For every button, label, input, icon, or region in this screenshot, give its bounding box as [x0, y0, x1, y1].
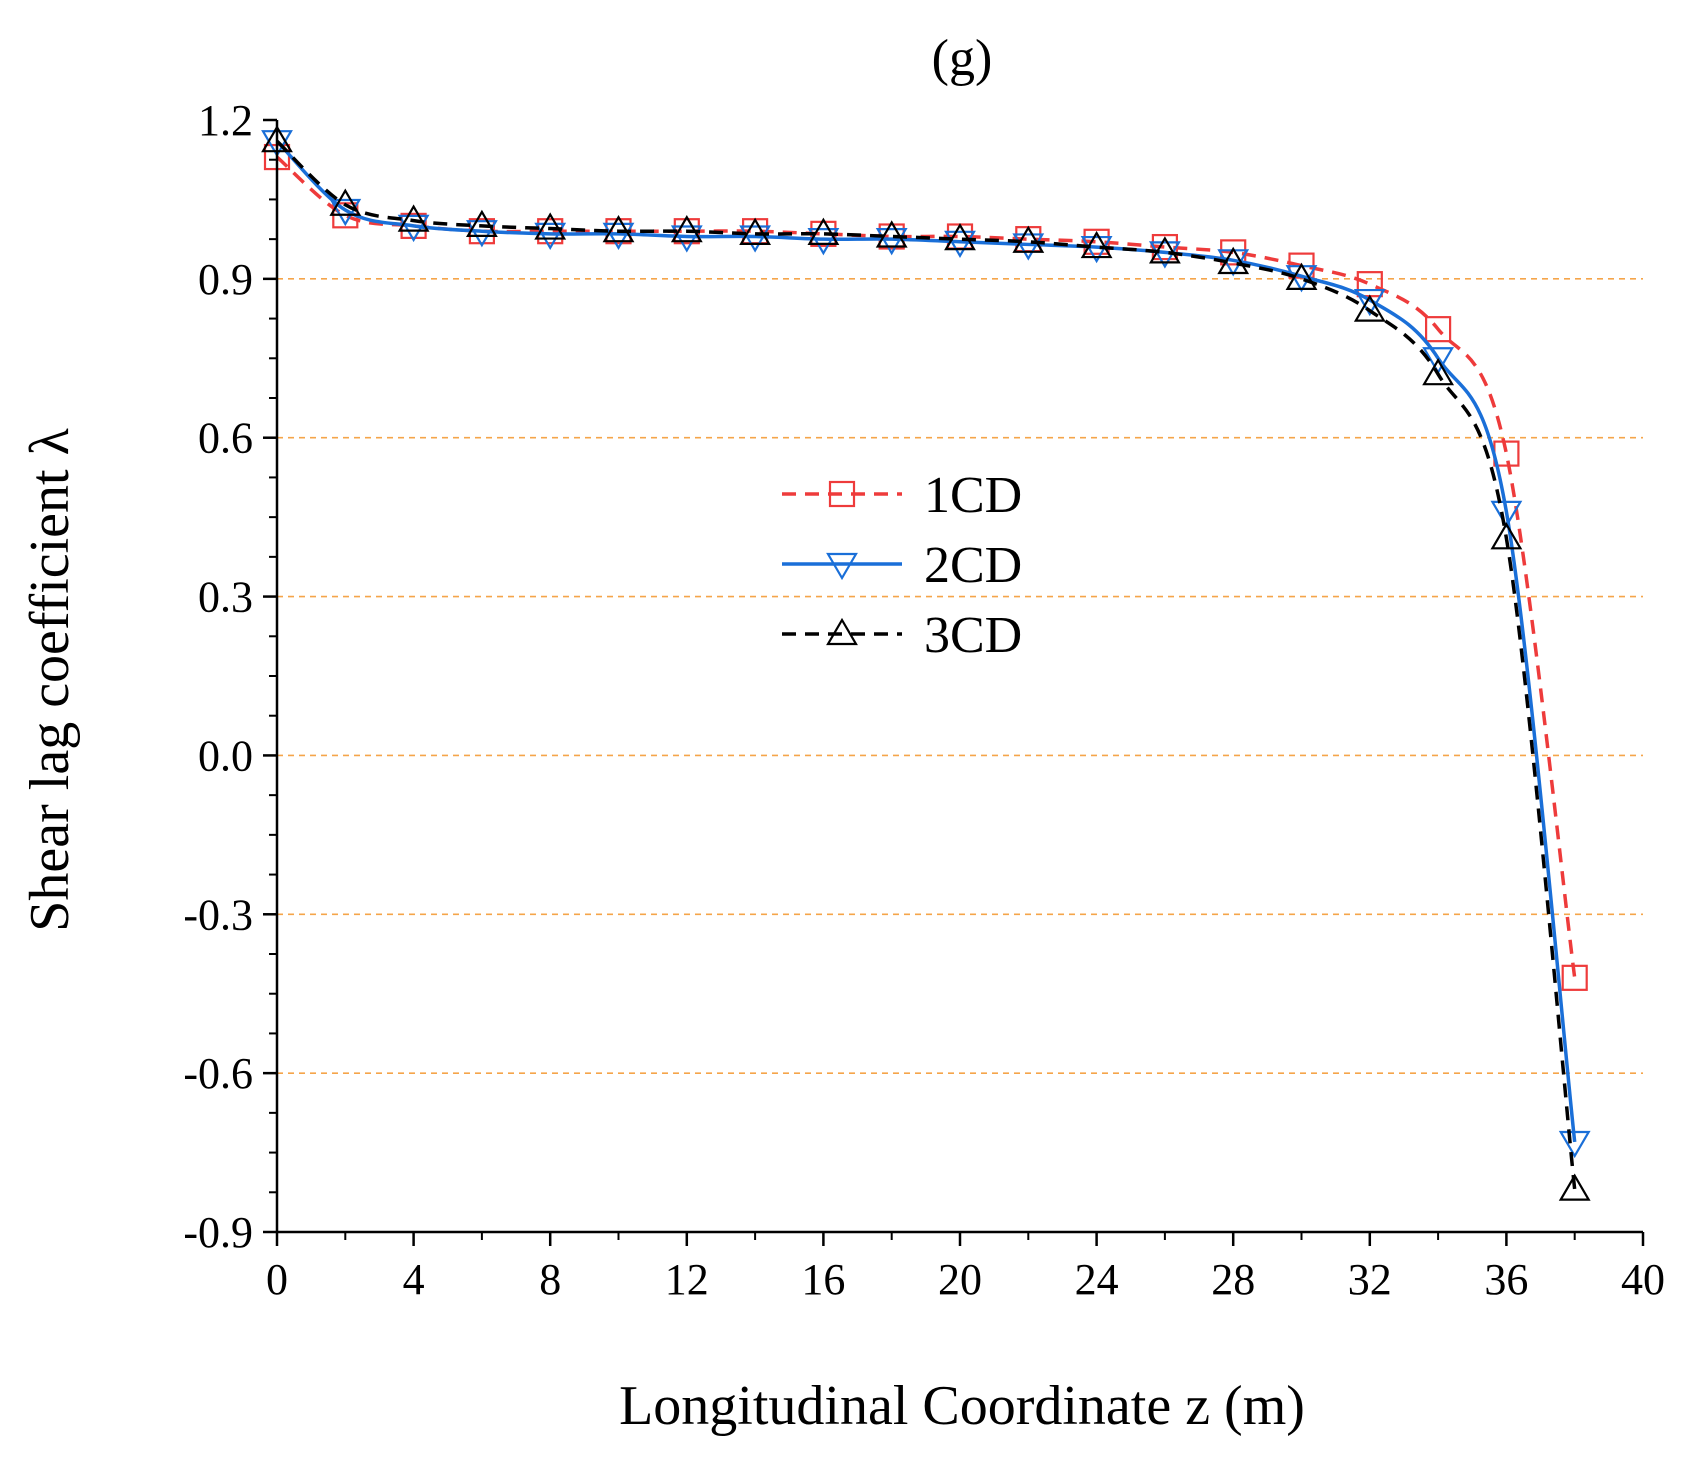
data-point-3CD	[1353, 294, 1386, 322]
data-point-2CD	[944, 230, 976, 258]
data-point-2CD	[807, 228, 840, 256]
data-point-3CD	[1012, 225, 1045, 253]
x-tick-label: 0	[266, 1255, 288, 1304]
x-tick-label: 12	[665, 1255, 709, 1304]
x-axis-label: Longitudinal Coordinate z (m)	[619, 1375, 1305, 1437]
data-point-3CD	[534, 212, 567, 240]
data-point-3CD	[1148, 236, 1181, 264]
data-point-2CD	[329, 198, 362, 227]
x-tick-label: 20	[938, 1255, 982, 1304]
data-point-1CD	[1561, 964, 1588, 991]
data-point-3CD	[1422, 357, 1455, 386]
legend-item-1CD: 1CD	[782, 467, 1022, 524]
x-tick-label: 8	[539, 1255, 561, 1304]
legend-label: 2CD	[924, 537, 1022, 594]
x-tick-label: 24	[1075, 1255, 1119, 1304]
series-line-2CD	[275, 139, 1577, 1143]
data-point-2CD	[534, 222, 567, 251]
data-point-3CD	[1558, 1173, 1591, 1201]
legend-label: 1CD	[924, 467, 1022, 524]
data-point-2CD	[670, 225, 703, 253]
y-tick-label: -0.6	[183, 1049, 253, 1098]
y-tick-label: -0.9	[183, 1208, 253, 1257]
data-point-2CD	[1422, 347, 1455, 375]
data-point-2CD	[465, 220, 498, 248]
x-tick-label: 28	[1211, 1255, 1255, 1304]
data-point-3CD	[739, 217, 772, 245]
series-line-3CD	[275, 139, 1577, 1190]
data-point-3CD	[944, 222, 976, 251]
legend-label: 3CD	[924, 607, 1022, 664]
data-point-1CD	[537, 218, 564, 245]
data-point-3CD	[602, 215, 635, 243]
y-tick-label: 0.3	[198, 573, 253, 622]
data-point-2CD	[1490, 500, 1523, 529]
data-point-3CD	[807, 217, 840, 245]
x-tick-label: 32	[1348, 1255, 1392, 1304]
y-tick-label: 1.2	[198, 96, 253, 145]
data-point-3CD	[465, 209, 498, 238]
data-point-1CD	[1356, 271, 1383, 298]
data-point-3CD	[875, 220, 908, 248]
chart-title: (g)	[932, 30, 993, 87]
x-tick-label: 4	[403, 1255, 425, 1304]
data-point-1CD	[1424, 316, 1452, 343]
axes-layer: 0 4 8 12 16 20 24 28 32 36 40 -0.9 -0.6 -0.3 0.0 0.3 0.6…	[183, 96, 1665, 1304]
x-tick-label: 16	[801, 1255, 845, 1304]
data-point-2CD	[602, 222, 635, 251]
data-point-2CD	[1012, 233, 1045, 261]
series-3CD	[261, 124, 1591, 1201]
data-point-2CD	[875, 228, 908, 256]
data-point-2CD	[1558, 1130, 1591, 1159]
data-point-3CD	[1217, 246, 1250, 275]
data-point-3CD	[1490, 522, 1523, 550]
grid-layer	[277, 278, 1643, 1074]
data-point-2CD	[1353, 288, 1386, 317]
x-tick-label: 40	[1621, 1255, 1665, 1304]
data-point-3CD	[329, 188, 362, 216]
data-point-3CD	[670, 215, 703, 243]
legend-item-2CD: 2CD	[782, 537, 1022, 594]
data-point-3CD	[1285, 262, 1318, 290]
data-point-3CD	[1080, 230, 1113, 259]
data-point-2CD	[397, 214, 430, 243]
y-tick-label: 0.9	[198, 255, 253, 304]
y-tick-label: 0.0	[198, 731, 253, 780]
x-tick-label: 36	[1484, 1255, 1528, 1304]
legend: 1CD 2CD 3CD	[782, 467, 1022, 664]
legend-marker	[828, 480, 856, 508]
series-layer	[261, 124, 1591, 1201]
data-point-3CD	[397, 204, 430, 232]
legend-item-3CD: 3CD	[782, 607, 1022, 664]
data-point-2CD	[739, 225, 772, 253]
legend-marker	[826, 552, 858, 581]
y-tick-label: 0.6	[198, 414, 253, 463]
y-tick-label: -0.3	[183, 890, 253, 939]
legend-marker	[826, 617, 858, 646]
y-axis-label: Shear lag coefficient λ	[19, 428, 81, 931]
